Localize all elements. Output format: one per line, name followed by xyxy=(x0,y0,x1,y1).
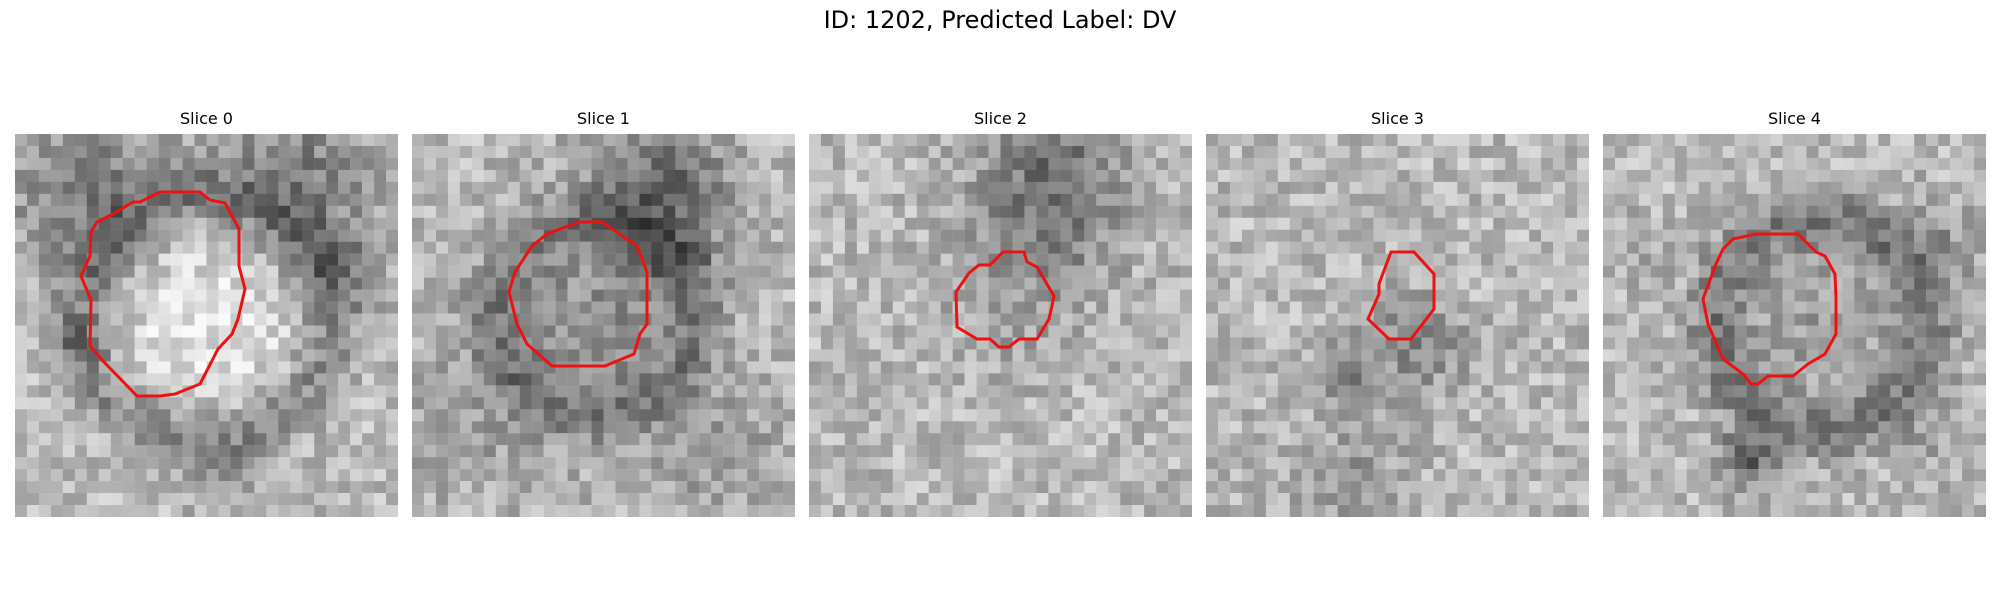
slice-title: Slice 2 xyxy=(974,109,1027,128)
pixel-grid xyxy=(1603,134,1986,517)
slice-image xyxy=(809,134,1192,517)
slice-image xyxy=(1206,134,1589,517)
slice-title: Slice 4 xyxy=(1768,109,1821,128)
pixel-grid xyxy=(1206,134,1589,517)
slice-image xyxy=(1603,134,1986,517)
slice-panel-4: Slice 4 xyxy=(1603,106,1986,517)
slice-image xyxy=(412,134,795,517)
slice-title: Slice 0 xyxy=(180,109,233,128)
slice-panel-0: Slice 0 xyxy=(15,106,398,517)
segmentation-contour xyxy=(507,220,649,368)
slice-image xyxy=(15,134,398,517)
segmentation-contour xyxy=(1701,232,1838,386)
figure-title: ID: 1202, Predicted Label: DV xyxy=(823,6,1177,34)
segmentation-contour xyxy=(1366,250,1436,341)
slice-title: Slice 1 xyxy=(577,109,630,128)
slice-panel-3: Slice 3 xyxy=(1206,106,1589,517)
pixel-grid xyxy=(15,134,398,517)
slice-panel-2: Slice 2 xyxy=(809,106,1192,517)
slice-panel-1: Slice 1 xyxy=(412,106,795,517)
pixel-grid xyxy=(412,134,795,517)
segmentation-contour xyxy=(954,250,1056,349)
segmentation-contour xyxy=(79,190,247,398)
pixel-grid xyxy=(809,134,1192,517)
slice-title: Slice 3 xyxy=(1371,109,1424,128)
